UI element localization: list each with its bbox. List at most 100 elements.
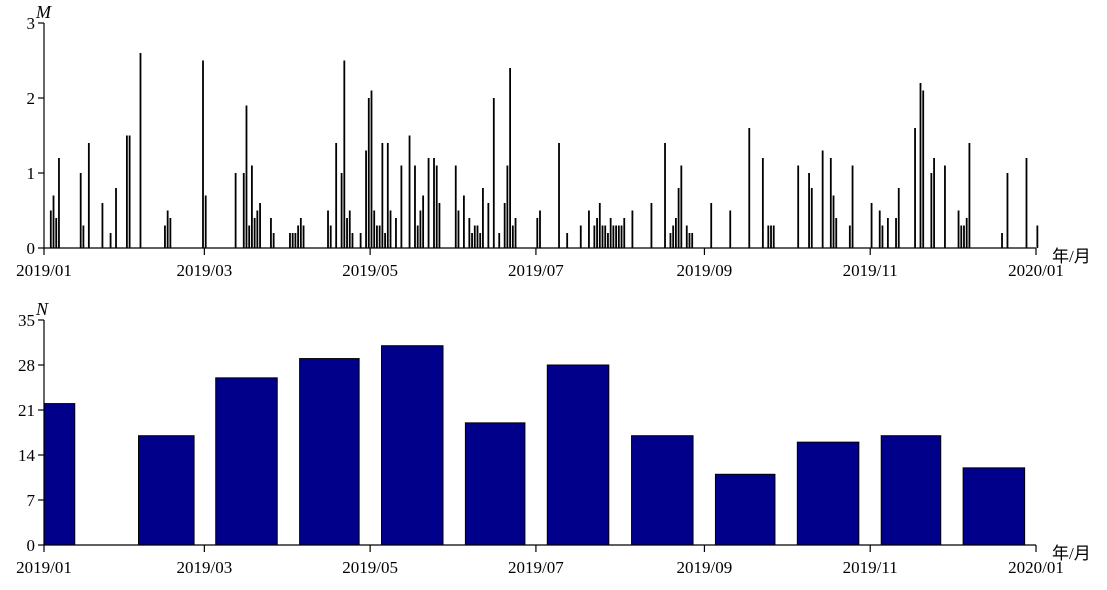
y-tick-label: 7 (27, 491, 36, 510)
magnitude-bar (454, 165, 457, 248)
magnitude-bar (473, 225, 476, 248)
magnitude-bar (881, 225, 884, 248)
magnitude-bar (329, 225, 332, 248)
count-bar (43, 403, 76, 546)
magnitude-bar (253, 218, 256, 248)
count-bar (546, 364, 610, 546)
magnitude-bar (482, 188, 484, 248)
magnitude-bar (251, 165, 253, 248)
magnitude-bar (395, 218, 397, 248)
magnitude-bar (1001, 233, 1003, 248)
magnitude-bar (427, 158, 430, 248)
count-bar (714, 473, 776, 546)
magnitude-bar (202, 60, 204, 248)
magnitude-bar (125, 135, 128, 248)
count-bar (962, 467, 1026, 546)
magnitude-bars (49, 53, 1039, 248)
magnitude-bar (272, 233, 275, 248)
y-tick-label: 0 (27, 239, 36, 258)
x-tick-label: 2019/03 (176, 558, 232, 577)
magnitude-bar (870, 203, 873, 248)
magnitude-bar (895, 218, 897, 248)
magnitude-bar (835, 218, 838, 248)
magnitude-bar (672, 225, 675, 248)
magnitude-bar (685, 225, 688, 248)
count-bar (381, 345, 444, 546)
magnitude-bar (677, 188, 680, 248)
magnitude-bar (52, 195, 55, 248)
magnitude-bar (259, 203, 261, 248)
magnitude-bar (359, 233, 362, 248)
magnitude-bar (957, 210, 960, 248)
magnitude-bar (664, 143, 666, 248)
magnitude-bar (297, 225, 300, 248)
magnitude-bar (922, 90, 925, 248)
x-axis-unit-label: 年/月 (1052, 544, 1091, 563)
count-bar (796, 441, 860, 546)
magnitude-bar (335, 143, 338, 248)
x-tick-label: 2019/01 (16, 558, 72, 577)
magnitude-bar (620, 225, 623, 248)
magnitude-bar (256, 210, 259, 248)
magnitude-bar (623, 218, 626, 248)
magnitude-bar (691, 233, 694, 248)
magnitude-bar (615, 225, 617, 248)
magnitude-bar (588, 210, 590, 248)
magnitude-bar (514, 218, 517, 248)
magnitude-bar (492, 98, 495, 248)
magnitude-bar (422, 195, 425, 248)
magnitude-bar (770, 225, 772, 248)
y-tick-label: 35 (18, 311, 35, 330)
magnitude-bar (612, 225, 615, 248)
x-tick-label: 2019/05 (342, 261, 398, 280)
magnitude-bar (579, 225, 582, 248)
x-tick-label: 2019/07 (508, 261, 564, 280)
magnitude-bar (468, 218, 471, 248)
magnitude-bar (960, 225, 963, 248)
magnitude-bar (299, 218, 302, 248)
magnitude-bar (509, 68, 512, 248)
magnitude-bar (351, 233, 354, 248)
count-bar (215, 377, 278, 546)
x-tick-label: 2019/09 (677, 558, 733, 577)
magnitude-bar (242, 173, 245, 248)
magnitude-bar (593, 225, 596, 248)
magnitude-bar (166, 210, 169, 248)
magnitude-bar (772, 225, 775, 248)
x-tick-label: 2019/07 (508, 558, 564, 577)
magnitude-bar (617, 225, 620, 248)
magnitude-bar (566, 233, 569, 248)
magnitude-bar (346, 218, 348, 248)
magnitude-bar (631, 210, 634, 248)
magnitude-bar (808, 173, 810, 248)
magnitude-bar (471, 233, 473, 248)
magnitude-bar (87, 143, 90, 248)
magnitude-bar (503, 203, 506, 248)
magnitude-bar (810, 188, 813, 248)
x-tick-label: 2019/11 (843, 558, 898, 577)
magnitude-bar (821, 150, 824, 248)
magnitude-bar (897, 188, 900, 248)
magnitude-bar (294, 233, 297, 248)
magnitude-bar (348, 210, 351, 248)
y-axis-label-n: N (35, 299, 49, 319)
magnitude-bar (487, 203, 490, 248)
magnitude-bar (1025, 158, 1028, 248)
magnitude-bar (1036, 225, 1039, 248)
magnitude-bar (370, 90, 373, 248)
magnitude-bar (128, 135, 131, 248)
magnitude-bar (710, 203, 713, 248)
magnitude-bar (930, 173, 933, 248)
count-bar (631, 435, 694, 546)
x-tick-label: 2019/09 (677, 261, 733, 280)
magnitude-bar (832, 195, 835, 248)
x-tick-label: 2020/01 (1008, 558, 1064, 577)
magnitude-bar (688, 233, 691, 248)
x-tick-label: 2019/01 (16, 261, 72, 280)
magnitude-bar (498, 233, 501, 248)
magnitude-bar (963, 225, 965, 248)
magnitude-bar (289, 233, 291, 248)
count-axes: 0 7 14 21 28 35 2019/01 2019/03 2019/05 2019/07 20… (16, 311, 1064, 577)
magnitude-bar (919, 83, 922, 248)
